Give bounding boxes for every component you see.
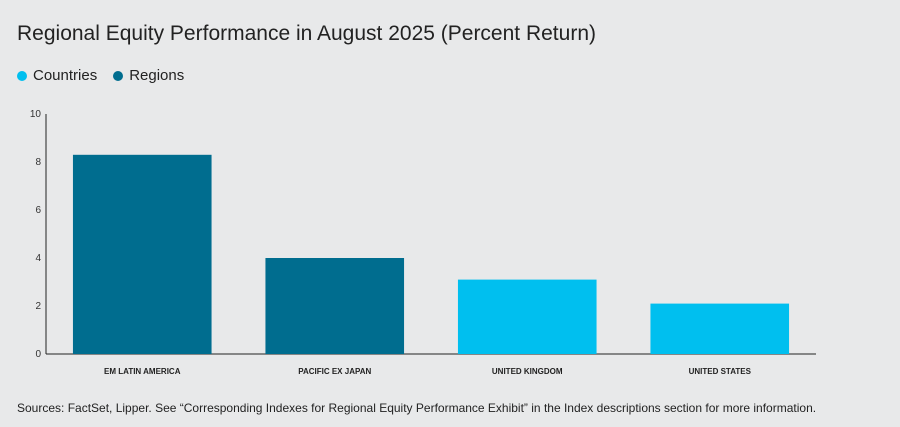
y-tick-label: 8 <box>35 157 41 168</box>
legend-swatch-countries <box>17 70 27 81</box>
x-tick-label: EM LATIN AMERICA <box>104 367 181 376</box>
y-tick-label: 10 <box>30 109 42 120</box>
x-tick-label: UNITED KINGDOM <box>492 367 563 376</box>
bar <box>72 154 212 354</box>
legend-item-countries: Countries <box>17 67 97 84</box>
legend-label-regions: Regions <box>129 67 185 84</box>
y-tick-label: 0 <box>35 349 41 360</box>
bar <box>265 258 405 354</box>
source-note: Sources: FactSet, Lipper. See “Correspon… <box>17 401 817 415</box>
x-tick-label: UNITED STATES <box>689 367 752 376</box>
legend-swatch-regions <box>113 70 124 81</box>
y-tick-label: 6 <box>35 205 41 216</box>
y-tick-label: 4 <box>35 253 41 264</box>
x-tick-label: PACIFIC EX JAPAN <box>298 367 371 376</box>
legend-item-regions: Regions <box>113 67 184 84</box>
bar <box>457 279 597 354</box>
y-tick-label: 2 <box>35 301 41 312</box>
bar <box>650 303 790 354</box>
chart-title: Regional Equity Performance in August 20… <box>17 22 596 45</box>
legend-label-countries: Countries <box>33 67 98 84</box>
legend: Countries Regions <box>17 67 184 84</box>
